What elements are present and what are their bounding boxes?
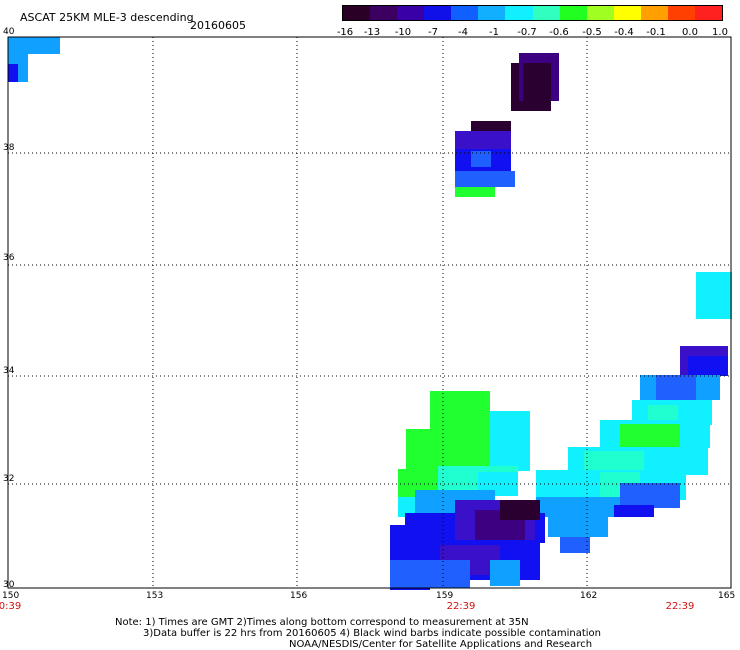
data-cell (471, 121, 511, 133)
lat-label-32: 32 (3, 474, 15, 484)
data-cell (8, 37, 60, 54)
time-label-left: 0:39 (0, 601, 22, 612)
data-cell (656, 375, 696, 400)
colorbar-labels: -16 -13 -10 -7 -4 -1 -0.7 -0.6 -0.5 -0.4 -0.1 0.0 1.… (330, 27, 735, 39)
data-cell (471, 151, 491, 167)
data-cell (8, 64, 18, 82)
colorbar-label: -1 (489, 27, 499, 38)
data-cell (455, 187, 495, 197)
colorbar-label: -4 (458, 27, 468, 38)
data-cell (455, 171, 515, 187)
colorbar-label: -13 (363, 27, 381, 38)
colorbar-segment (640, 6, 668, 20)
data-cell (560, 537, 590, 553)
data-cell (8, 54, 28, 64)
data-cell (696, 272, 732, 319)
colorbar-segment (586, 6, 614, 20)
colorbar-label: -0.7 (517, 27, 537, 38)
data-cell (500, 500, 540, 520)
colorbar-label: -0.5 (582, 27, 602, 38)
data-cell (620, 424, 680, 450)
time-label-center: 22:39 (446, 601, 476, 612)
colorbar-label: -0.4 (614, 27, 634, 38)
note-line-1: Note: 1) Times are GMT 2)Times along bot… (115, 617, 529, 628)
colorbar-segment (397, 6, 425, 20)
lon-label-156: 156 (290, 591, 308, 601)
colorbar-label: -7 (428, 27, 438, 38)
colorbar (342, 5, 723, 21)
data-cell (430, 391, 490, 431)
colorbar-segment (505, 6, 533, 20)
data-cell (548, 517, 608, 537)
map-frame (7, 36, 732, 589)
data-cell (18, 64, 28, 82)
map-title: ASCAT 25KM MLE-3 descending (20, 11, 194, 24)
colorbar-label: 0.0 (682, 27, 698, 38)
data-cell (614, 505, 654, 517)
note-line-2: 3)Data buffer is 22 hrs from 20160605 4)… (143, 628, 601, 639)
data-cell (688, 356, 728, 376)
colorbar-segment (559, 6, 587, 20)
time-label-right: 22:39 (665, 601, 695, 612)
data-cell (536, 497, 636, 517)
lat-label-38: 38 (3, 143, 15, 153)
date-label: 20160605 (190, 19, 246, 32)
colorbar-segment (343, 6, 371, 20)
colorbar-label: 1.0 (712, 27, 728, 38)
data-cell (490, 411, 530, 471)
colorbar-label: -16 (336, 27, 354, 38)
colorbar-segment (532, 6, 560, 20)
lat-label-34: 34 (3, 366, 15, 376)
data-cell (390, 560, 470, 588)
lon-label-159: 159 (436, 591, 454, 601)
lon-label-165: 165 (718, 591, 736, 601)
colorbar-label: -0.1 (646, 27, 666, 38)
grid-lines (8, 37, 731, 588)
colorbar-segment (478, 6, 506, 20)
note-line-3: NOAA/NESDIS/Center for Satellite Applica… (289, 639, 593, 650)
lat-label-40: 40 (3, 27, 15, 37)
colorbar-label: -10 (394, 27, 412, 38)
lon-label-153: 153 (146, 591, 164, 601)
lat-label-30: 30 (3, 580, 15, 590)
data-cell (620, 483, 680, 508)
colorbar-segment (451, 6, 479, 20)
lon-label-150: 150 (2, 591, 20, 601)
data-cell (490, 560, 520, 586)
colorbar-segment (424, 6, 452, 20)
colorbar-segment (370, 6, 398, 20)
data-cell (455, 131, 511, 149)
colorbar-segment (695, 6, 723, 20)
lat-label-36: 36 (3, 253, 15, 263)
colorbar-segment (613, 6, 641, 20)
lon-label-162: 162 (580, 591, 598, 601)
data-cells (8, 37, 732, 590)
colorbar-label: -0.6 (549, 27, 569, 38)
data-cell (523, 63, 551, 101)
colorbar-segment (667, 6, 696, 20)
